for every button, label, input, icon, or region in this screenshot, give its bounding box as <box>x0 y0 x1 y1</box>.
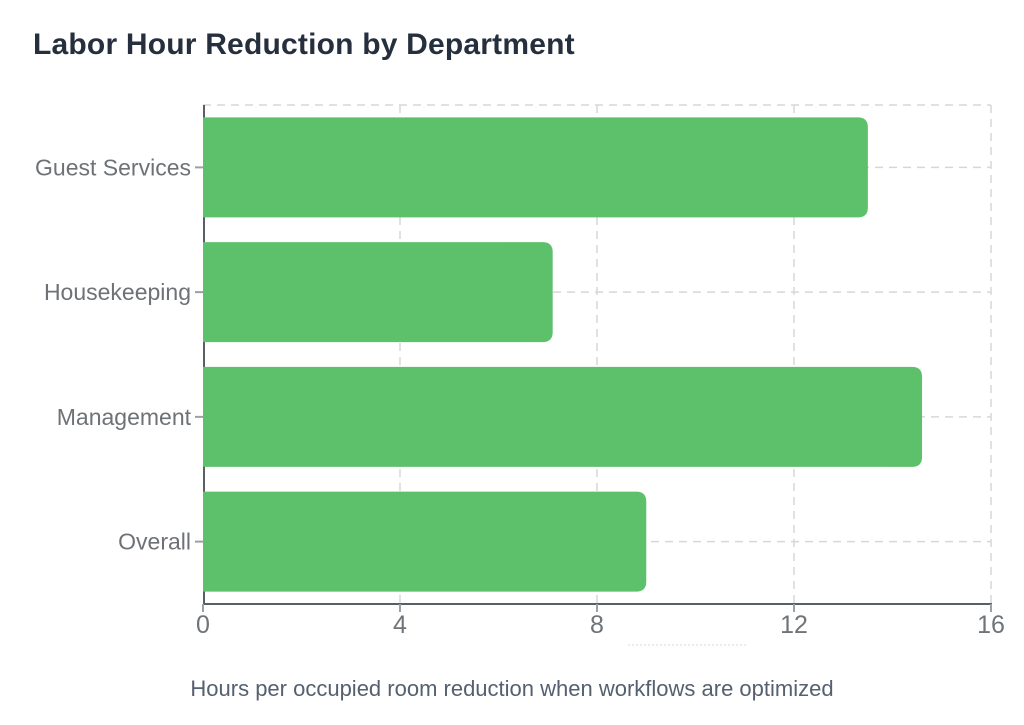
y-category-label-housekeeping: Housekeeping <box>44 279 191 305</box>
bar-housekeeping <box>203 242 553 343</box>
bar-chart-svg: 0 4 8 12 16 Guest Services Housekeeping Managem… <box>35 104 1005 639</box>
faint-dots-artifact <box>628 644 746 646</box>
bar-guest-services <box>203 117 868 218</box>
x-tick-label-12: 12 <box>780 611 808 639</box>
x-tick-label-8: 8 <box>590 611 604 639</box>
x-axis-title: Hours per occupied room reduction when w… <box>190 676 834 701</box>
y-category-label-guest-services: Guest Services <box>35 154 191 180</box>
x-tick-label-4: 4 <box>393 611 407 639</box>
y-category-label-management: Management <box>57 404 192 430</box>
x-tick-label-0: 0 <box>196 611 210 639</box>
bar-management <box>203 366 923 467</box>
chart-title: Labor Hour Reduction by Department <box>33 28 575 61</box>
y-category-label-overall: Overall <box>118 529 191 555</box>
bar-overall <box>203 491 647 592</box>
x-tick-label-16: 16 <box>977 611 1005 639</box>
